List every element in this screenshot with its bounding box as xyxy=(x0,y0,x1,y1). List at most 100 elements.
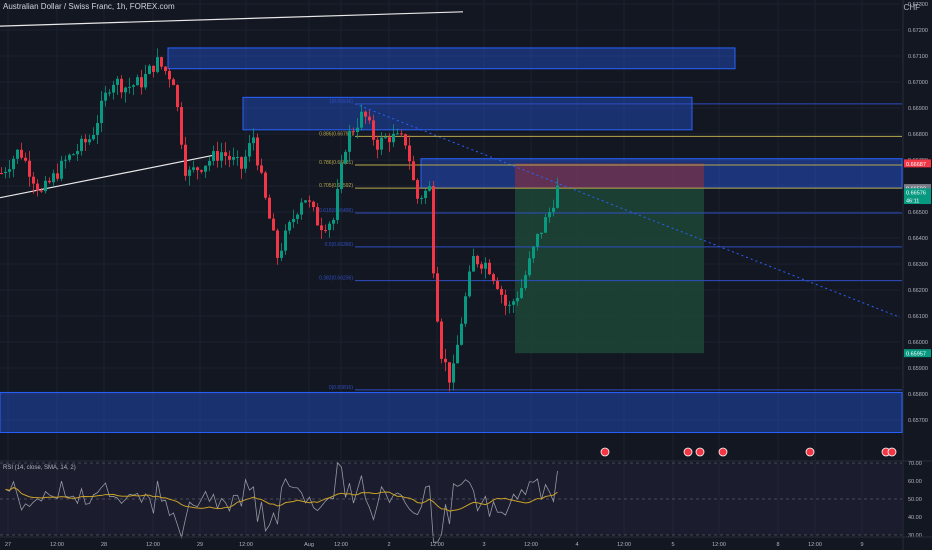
candle-body[interactable] xyxy=(76,151,79,155)
candle-body[interactable] xyxy=(336,188,339,220)
candle-body[interactable] xyxy=(120,78,123,93)
candle-body[interactable] xyxy=(524,275,527,289)
candle-body[interactable] xyxy=(368,116,371,121)
candle-body[interactable] xyxy=(328,223,331,231)
trend-line-top[interactable] xyxy=(0,11,464,27)
fib-retracement[interactable]: 1(0.66916) 0.886(0.66791) 0.786(0.66681) 0.… xyxy=(319,99,902,391)
price-badge[interactable] xyxy=(904,159,931,168)
candle-body[interactable] xyxy=(152,65,155,72)
economic-event-icon[interactable] xyxy=(683,447,693,457)
candle-body[interactable] xyxy=(508,304,511,306)
candle-body[interactable] xyxy=(240,157,243,169)
candle-body[interactable] xyxy=(492,274,495,281)
price-badge[interactable] xyxy=(904,196,931,205)
candle-body[interactable] xyxy=(516,297,519,302)
candle-body[interactable] xyxy=(384,137,387,139)
candle-body[interactable] xyxy=(140,77,143,88)
stop-loss-area[interactable] xyxy=(515,163,704,189)
candle-body[interactable] xyxy=(236,157,239,159)
candle-body[interactable] xyxy=(504,294,507,306)
candle-body[interactable] xyxy=(300,202,303,215)
candle-body[interactable] xyxy=(88,139,91,143)
candle-body[interactable] xyxy=(264,172,267,198)
candle-body[interactable] xyxy=(420,197,423,199)
economic-event-icon[interactable] xyxy=(718,447,728,457)
candle-body[interactable] xyxy=(32,176,35,184)
candle-body[interactable] xyxy=(220,152,223,161)
candle-body[interactable] xyxy=(520,288,523,298)
candle-body[interactable] xyxy=(484,262,487,269)
candle-body[interactable] xyxy=(372,120,375,140)
candle-body[interactable] xyxy=(168,71,171,80)
candle-body[interactable] xyxy=(364,111,367,117)
candle-body[interactable] xyxy=(356,127,359,132)
time-axis[interactable]: 27 12:00 28 12:00 29 12:00 Aug 12:00 2 12:00 3 12:0… xyxy=(0,536,932,548)
economic-event-icon[interactable] xyxy=(695,447,705,457)
candle-body[interactable] xyxy=(456,344,459,364)
candle-body[interactable] xyxy=(432,186,435,274)
event-markers[interactable] xyxy=(600,447,897,457)
candle-body[interactable] xyxy=(12,158,15,170)
candle-body[interactable] xyxy=(96,123,99,135)
candle-body[interactable] xyxy=(64,159,67,161)
candle-body[interactable] xyxy=(204,165,207,172)
candle-body[interactable] xyxy=(200,170,203,172)
candle-body[interactable] xyxy=(92,134,95,140)
long-position-tool[interactable] xyxy=(515,163,704,354)
candle-body[interactable] xyxy=(256,137,259,166)
candle-body[interactable] xyxy=(448,362,451,383)
candle-body[interactable] xyxy=(72,154,75,156)
candle-body[interactable] xyxy=(68,154,71,160)
candle-body[interactable] xyxy=(312,201,315,208)
candle-body[interactable] xyxy=(324,230,327,232)
rsi-ma-line[interactable] xyxy=(5,486,558,512)
candle-body[interactable] xyxy=(8,169,11,172)
candle-body[interactable] xyxy=(52,173,55,183)
candle-body[interactable] xyxy=(320,225,323,231)
candle-body[interactable] xyxy=(176,85,179,108)
candle-body[interactable] xyxy=(224,152,227,156)
candle-body[interactable] xyxy=(276,230,279,258)
candle-body[interactable] xyxy=(292,218,295,223)
candle-body[interactable] xyxy=(344,151,347,164)
candle-body[interactable] xyxy=(228,155,231,160)
candle-body[interactable] xyxy=(512,301,515,305)
candle-body[interactable] xyxy=(376,139,379,150)
candle-body[interactable] xyxy=(208,160,211,166)
candle-body[interactable] xyxy=(396,133,399,135)
rsi-line[interactable] xyxy=(5,461,558,543)
candle-body[interactable] xyxy=(440,321,443,359)
candle-body[interactable] xyxy=(128,86,131,88)
price-badge[interactable] xyxy=(904,184,931,193)
candle-body[interactable] xyxy=(148,65,151,74)
candle-body[interactable] xyxy=(540,232,543,234)
candle-body[interactable] xyxy=(348,131,351,152)
candle-body[interactable] xyxy=(160,57,163,67)
candle-body[interactable] xyxy=(60,160,63,179)
candle-body[interactable] xyxy=(48,180,51,183)
candle-body[interactable] xyxy=(0,173,3,174)
candle-body[interactable] xyxy=(532,246,535,259)
candle-body[interactable] xyxy=(296,214,299,219)
candle-body[interactable] xyxy=(280,250,283,258)
candle-body[interactable] xyxy=(452,363,455,383)
candle-body[interactable] xyxy=(360,111,363,128)
candle-body[interactable] xyxy=(28,160,31,177)
candle-body[interactable] xyxy=(476,255,479,265)
demand-zone[interactable] xyxy=(0,391,903,433)
candle-body[interactable] xyxy=(132,85,135,87)
candle-body[interactable] xyxy=(472,255,475,272)
candle-body[interactable] xyxy=(544,217,547,233)
economic-event-icon[interactable] xyxy=(887,447,897,457)
candle-body[interactable] xyxy=(400,133,403,135)
candle-body[interactable] xyxy=(528,258,531,276)
candle-body[interactable] xyxy=(460,323,463,345)
candle-body[interactable] xyxy=(116,78,119,85)
candle-body[interactable] xyxy=(180,107,183,145)
candle-body[interactable] xyxy=(244,156,247,169)
candle-body[interactable] xyxy=(304,200,307,203)
take-profit-area[interactable] xyxy=(515,188,704,354)
candle-body[interactable] xyxy=(40,190,43,192)
candle-body[interactable] xyxy=(136,77,139,86)
candle-body[interactable] xyxy=(416,180,419,199)
